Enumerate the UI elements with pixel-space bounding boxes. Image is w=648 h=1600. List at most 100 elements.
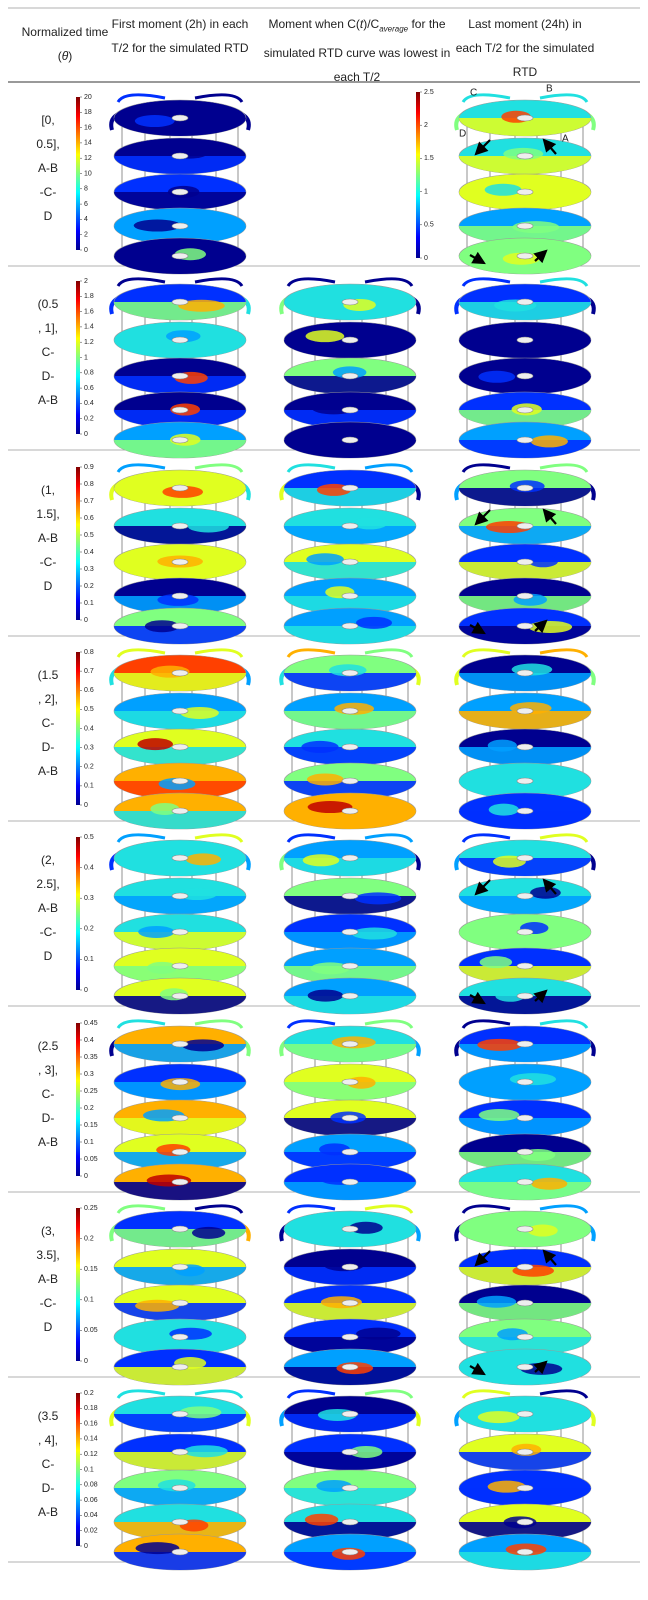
reactor-hub <box>172 744 188 750</box>
colorbar-tick-label: 12 <box>84 155 92 162</box>
row-label-line: , 3], <box>28 1058 68 1082</box>
reactor-hub <box>517 485 533 491</box>
reactor-hub <box>517 929 533 935</box>
row-label-line: -C- <box>28 1291 68 1315</box>
reactor-hub <box>342 778 358 784</box>
row-label-line: D- <box>28 735 68 759</box>
colorbar-tick-label: 0.9 <box>84 464 94 471</box>
colorbar-tick-label: 0 <box>84 617 88 624</box>
reactor-hub <box>342 1149 358 1155</box>
reactor-hub <box>342 523 358 529</box>
reactor-hub <box>517 1115 533 1121</box>
reactor-hub <box>172 1226 188 1232</box>
reactor-hub <box>172 407 188 413</box>
colorbar-tick-label: 0.08 <box>84 1482 98 1489</box>
row-label: (2,2.5],A-B-C-D <box>28 848 68 968</box>
reactor-disc-spot <box>479 1109 520 1121</box>
row-label-line: , 4], <box>28 1428 68 1452</box>
reactor-hub <box>517 593 533 599</box>
reactor-render <box>111 465 249 644</box>
colorbar-tick-label: 10 <box>84 170 92 177</box>
colorbar-tick-label: 0.12 <box>84 1451 98 1458</box>
reactor-hub <box>517 1226 533 1232</box>
row-label: (3.5, 4],C-D-A-B <box>28 1404 68 1524</box>
reactor-render <box>281 650 419 829</box>
reactor-hub <box>517 523 533 529</box>
row-label-line: D- <box>28 364 68 388</box>
reactor-hub <box>517 407 533 413</box>
row-label-line: A-B <box>28 1267 68 1291</box>
colorbar-tick-label: 0.25 <box>84 1205 98 1212</box>
row-label-line: (2.5 <box>28 1034 68 1058</box>
colorbar <box>416 92 420 258</box>
reactor-hub <box>517 623 533 629</box>
reactor-hub <box>172 523 188 529</box>
reactor-hub <box>172 708 188 714</box>
colorbar-tick-label: 0.8 <box>84 370 94 377</box>
reactor-hub <box>172 623 188 629</box>
colorbar-tick-label: 0.3 <box>84 744 94 751</box>
reactor-hub <box>517 559 533 565</box>
reactor-hub <box>172 1041 188 1047</box>
colorbar-tick-label: 0.2 <box>84 764 94 771</box>
row-label: (2.5, 3],C-D-A-B <box>28 1034 68 1154</box>
reactor-disc-spot <box>352 928 397 940</box>
reactor-hub <box>517 893 533 899</box>
reactor-disc-spot <box>531 1178 567 1190</box>
reactor-hub <box>342 1411 358 1417</box>
reactor-hub <box>517 670 533 676</box>
row-label-line: A-B <box>28 388 68 412</box>
reactor-hub <box>517 1364 533 1370</box>
reactor-hub <box>517 153 533 159</box>
header-text: First moment (2h) in each T/2 for the si… <box>111 17 248 55</box>
reactor-hub <box>172 299 188 305</box>
reactor-hub <box>517 1041 533 1047</box>
reactor-render <box>456 1021 594 1200</box>
row-label: (3,3.5],A-B-C-D <box>28 1219 68 1339</box>
colorbar-tick-label: 0.05 <box>84 1156 98 1163</box>
colorbar-tick-label: 0.06 <box>84 1497 98 1504</box>
reactor-hub <box>172 855 188 861</box>
reactor-render <box>456 95 594 274</box>
reactor-disc-spot <box>182 1039 224 1051</box>
reactor-hub <box>342 593 358 599</box>
colorbar-tick-label: 0.3 <box>84 1071 94 1078</box>
reactor-hub <box>172 1334 188 1340</box>
reactor-hub <box>342 1264 358 1270</box>
colorbar-tick-label: 8 <box>84 186 88 193</box>
reactor-hub <box>172 1485 188 1491</box>
reactor-hub <box>172 778 188 784</box>
row-label-line: C- <box>28 340 68 364</box>
colorbar-tick-label: 1 <box>84 354 88 361</box>
header-first: First moment (2h) in each T/2 for the si… <box>105 12 255 60</box>
colorbar-tick-label: 0.8 <box>84 481 94 488</box>
reactor-hub <box>342 808 358 814</box>
reactor-hub <box>342 1226 358 1232</box>
reactor-disc-spot <box>480 956 513 968</box>
reactor-hub <box>172 963 188 969</box>
reactor-hub <box>172 1364 188 1370</box>
colorbar-tick-label: 0.2 <box>84 1105 94 1112</box>
row-label-line: (3, <box>28 1219 68 1243</box>
reactor-hub <box>172 1549 188 1555</box>
reactor-hub <box>517 1449 533 1455</box>
reactor-hub <box>342 1115 358 1121</box>
row-label-line: A-B <box>28 526 68 550</box>
reactor-disc-spot <box>147 962 177 974</box>
colorbar-tick-label: 0 <box>84 802 88 809</box>
colorbar-tick-label: 0.1 <box>84 1139 94 1146</box>
colorbar-tick-label: 0.05 <box>84 1327 98 1334</box>
row-label-line: -C- <box>28 920 68 944</box>
row-label-line: A-B <box>28 896 68 920</box>
colorbar-tick-label: 0.2 <box>84 1390 94 1397</box>
reactor-hub <box>342 893 358 899</box>
header-last: Last moment (24h) in each T/2 for the si… <box>455 12 595 84</box>
row-label-line: (1.5 <box>28 663 68 687</box>
colorbar-tick-label: 0.5 <box>424 222 434 229</box>
reactor-hub <box>517 1179 533 1185</box>
colorbar-tick-label: 0.1 <box>84 783 94 790</box>
colorbar-tick-label: 0 <box>84 431 88 438</box>
colorbar-tick-label: 0 <box>84 1358 88 1365</box>
reactor-hub <box>172 1115 188 1121</box>
colorbar-tick-label: 0.5 <box>84 706 94 713</box>
